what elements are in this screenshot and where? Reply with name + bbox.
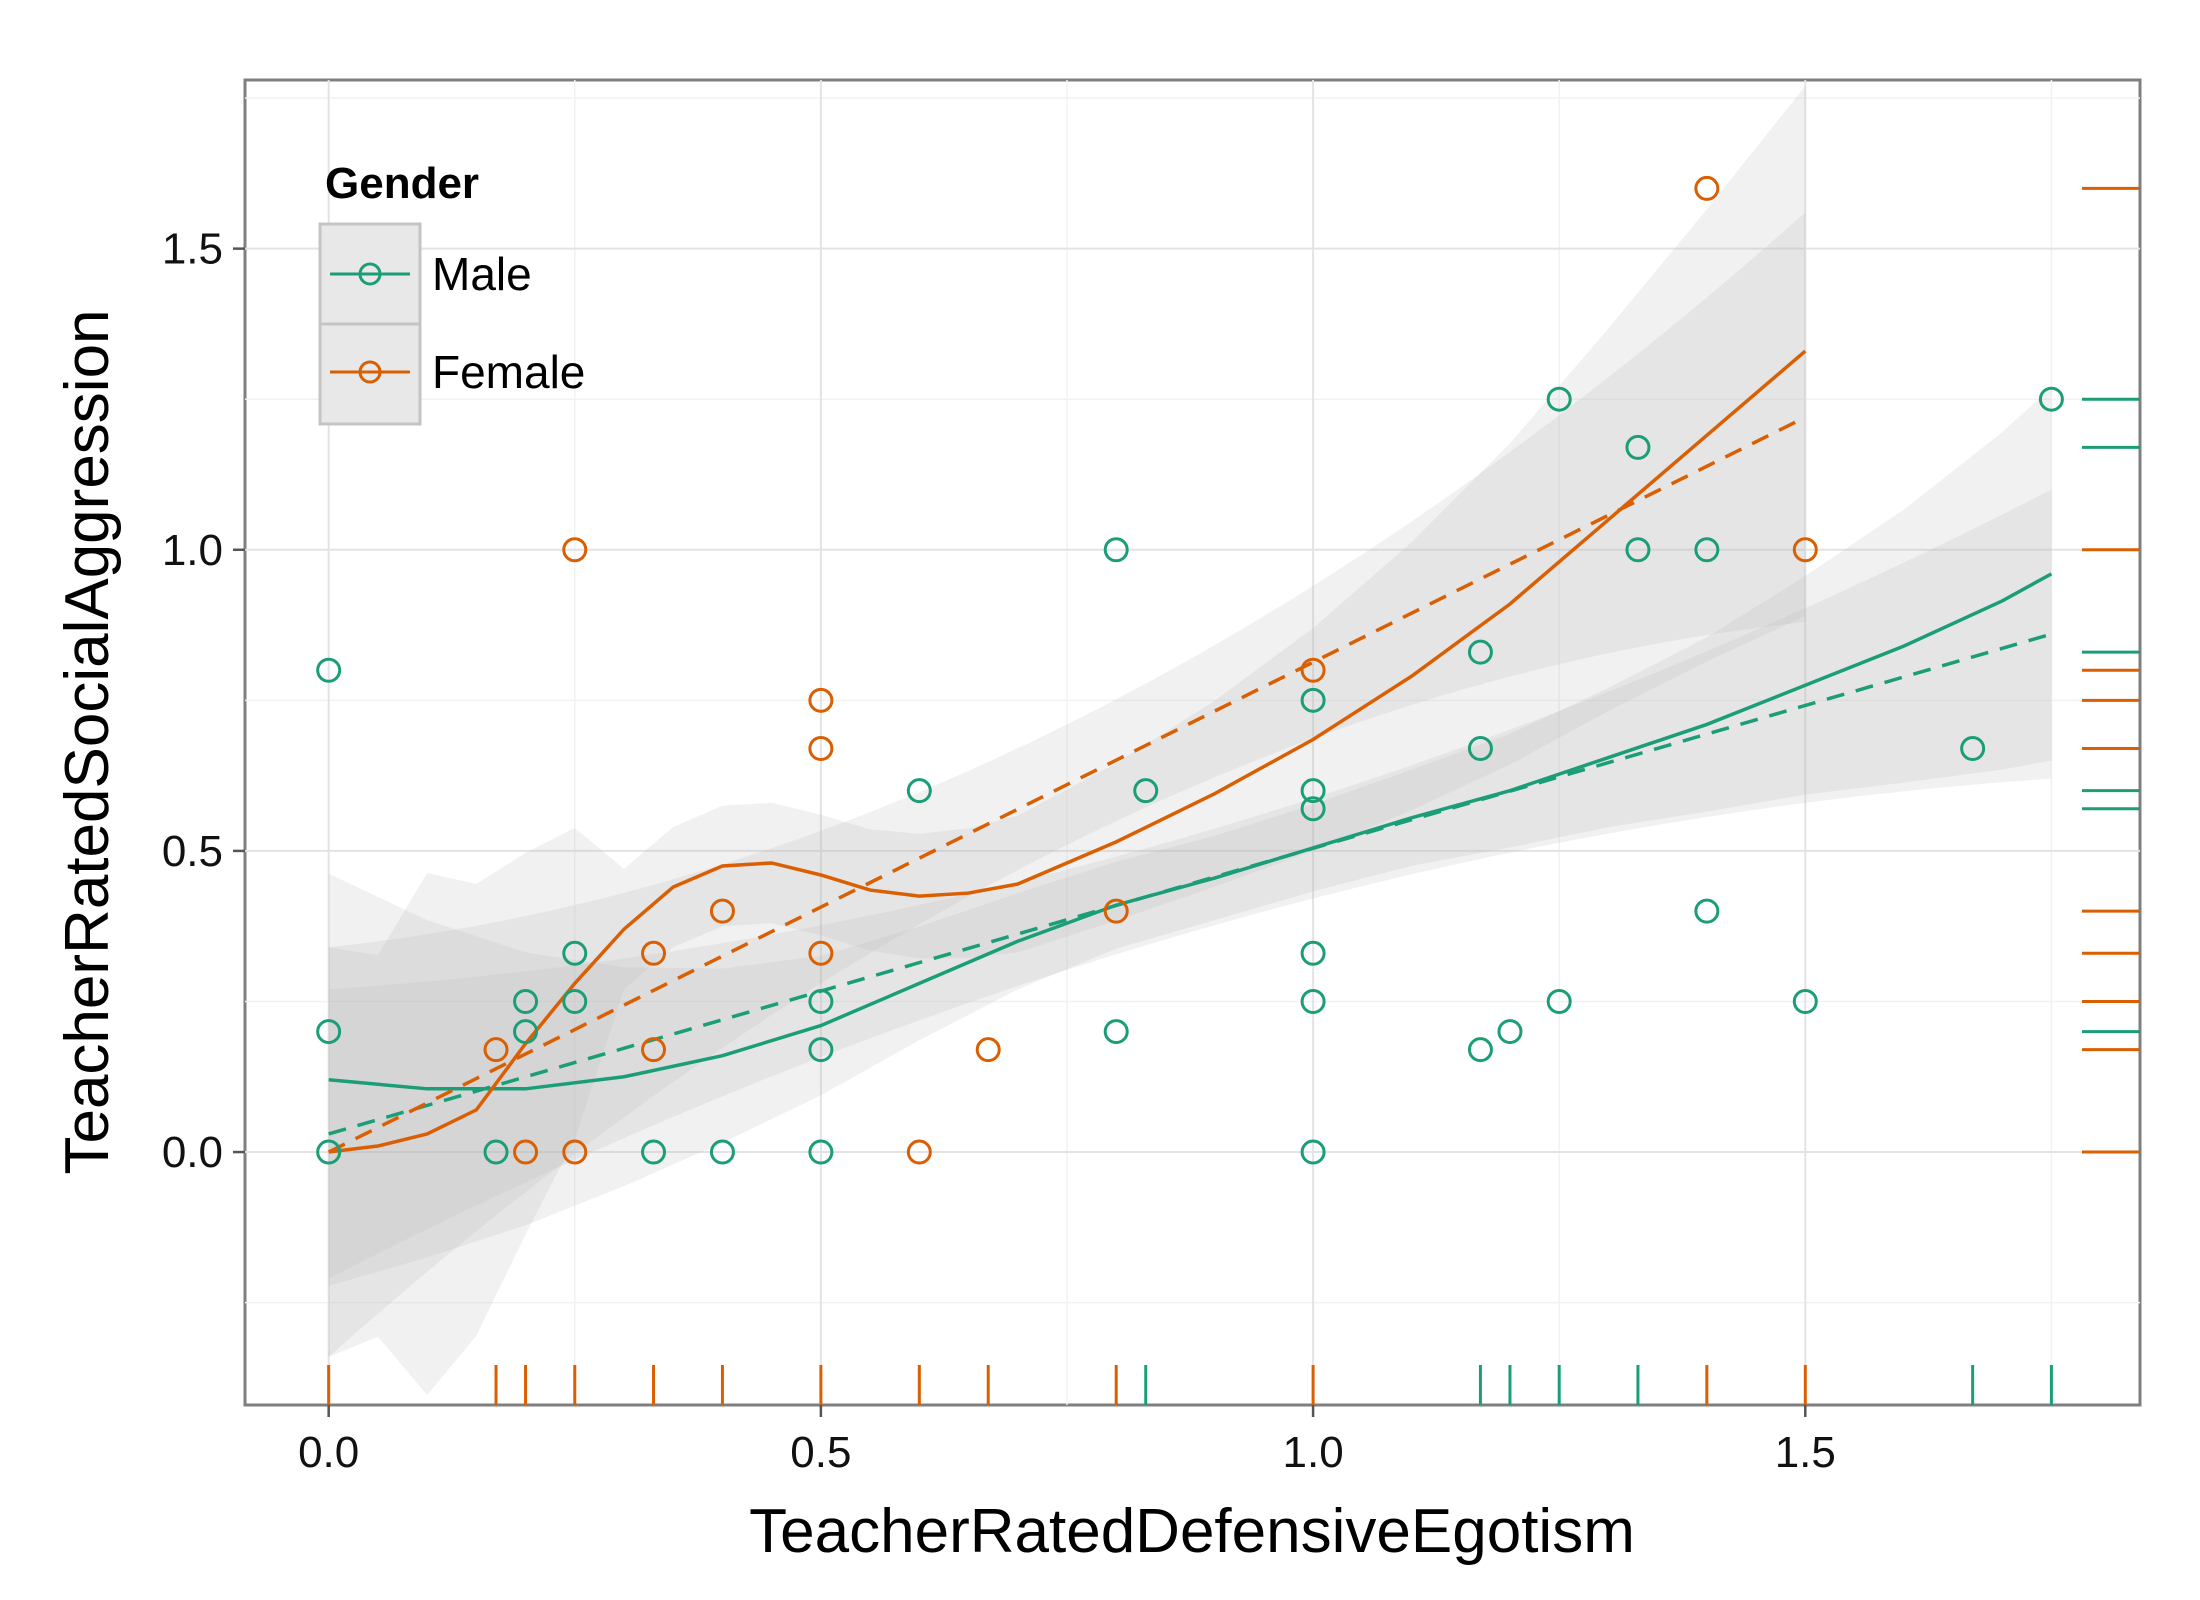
data-point-female xyxy=(513,1139,539,1165)
data-point-male xyxy=(641,1139,667,1165)
data-point-male xyxy=(1300,778,1326,804)
y-tick-label: 0.5 xyxy=(162,827,223,876)
data-point-female xyxy=(641,940,667,966)
marginal-rugs xyxy=(327,186,2140,1405)
legend-item-male: Male xyxy=(318,222,532,326)
x-tick-label: 0.0 xyxy=(298,1428,359,1477)
y-tick-label: 1.0 xyxy=(162,526,223,575)
axis-ticks: 0.0 0.5 1.0 1.5 0.0 0.5 1.0 1.5 xyxy=(162,225,1836,1477)
data-point-male xyxy=(1467,639,1493,665)
data-point-female xyxy=(906,1139,932,1165)
data-point-male xyxy=(1300,1139,1326,1165)
legend-marker-male xyxy=(358,262,382,286)
data-point-male xyxy=(1467,1037,1493,1063)
data-point-male xyxy=(1103,537,1129,563)
x-tick-label: 1.5 xyxy=(1775,1428,1836,1477)
legend-label-male: Male xyxy=(432,248,532,300)
data-point-male xyxy=(483,1139,509,1165)
data-point-male xyxy=(1300,988,1326,1014)
smooth-band-female xyxy=(328,86,1806,1395)
data-point-male xyxy=(1625,434,1651,460)
data-point-female xyxy=(975,1037,1001,1063)
data-point-male xyxy=(1625,537,1651,563)
x-axis-title: TeacherRatedDefensiveEgotism xyxy=(749,1497,1635,1566)
fit-lines xyxy=(327,349,2053,1154)
legend-marker-female xyxy=(358,360,382,384)
data-point-male xyxy=(562,940,588,966)
data-point-male xyxy=(513,988,539,1014)
data-point-male xyxy=(1694,537,1720,563)
data-point-male xyxy=(1300,687,1326,713)
data-point-male xyxy=(1103,1019,1129,1045)
y-tick-label: 1.5 xyxy=(162,225,223,274)
data-point-female xyxy=(641,1037,667,1063)
data-point-male xyxy=(316,1019,342,1045)
data-point-female xyxy=(808,687,834,713)
data-point-female xyxy=(1300,657,1326,683)
data-point-male xyxy=(316,657,342,683)
legend-title: Gender xyxy=(325,159,479,208)
data-point-female xyxy=(709,898,735,924)
data-points xyxy=(316,175,2064,1165)
data-point-female xyxy=(1694,175,1720,201)
data-point-male xyxy=(1960,736,1986,762)
data-point-male xyxy=(906,778,932,804)
data-point-male xyxy=(1300,796,1326,822)
y-axis-title: TeacherRatedSocialAggression xyxy=(53,309,122,1174)
data-point-male xyxy=(709,1139,735,1165)
data-point-male xyxy=(1300,940,1326,966)
plot-panel xyxy=(243,78,2142,1407)
data-point-female xyxy=(808,940,834,966)
data-point-male xyxy=(1467,736,1493,762)
data-point-female xyxy=(1792,537,1818,563)
linear-fit-female xyxy=(327,415,1807,1154)
y-tick-label: 0.0 xyxy=(162,1128,223,1177)
data-point-male xyxy=(562,988,588,1014)
data-point-male xyxy=(316,1139,342,1165)
data-point-male xyxy=(1546,386,1572,412)
data-point-male xyxy=(808,1037,834,1063)
legend: Gender Male Female xyxy=(318,159,585,426)
x-tick-label: 1.0 xyxy=(1283,1428,1344,1477)
x-tick-label: 0.5 xyxy=(790,1428,851,1477)
smooth-band-male xyxy=(328,387,2052,1286)
data-point-male xyxy=(513,1019,539,1045)
data-point-male xyxy=(2038,386,2064,412)
data-point-female xyxy=(808,736,834,762)
data-point-male xyxy=(1133,778,1159,804)
data-point-female xyxy=(1103,898,1129,924)
data-point-male xyxy=(1546,988,1572,1014)
data-point-female xyxy=(483,1037,509,1063)
legend-item-female: Female xyxy=(318,322,585,426)
data-point-male xyxy=(1694,898,1720,924)
smooth-fit-female xyxy=(328,349,1807,1154)
data-point-male xyxy=(808,988,834,1014)
data-point-male xyxy=(1792,988,1818,1014)
data-point-female xyxy=(562,1139,588,1165)
legend-label-female: Female xyxy=(432,346,585,398)
legend-key-female xyxy=(318,322,422,426)
data-point-male xyxy=(1497,1019,1523,1045)
data-point-male xyxy=(808,1139,834,1165)
smooth-fit-male xyxy=(328,572,2053,1091)
data-point-female xyxy=(562,537,588,563)
